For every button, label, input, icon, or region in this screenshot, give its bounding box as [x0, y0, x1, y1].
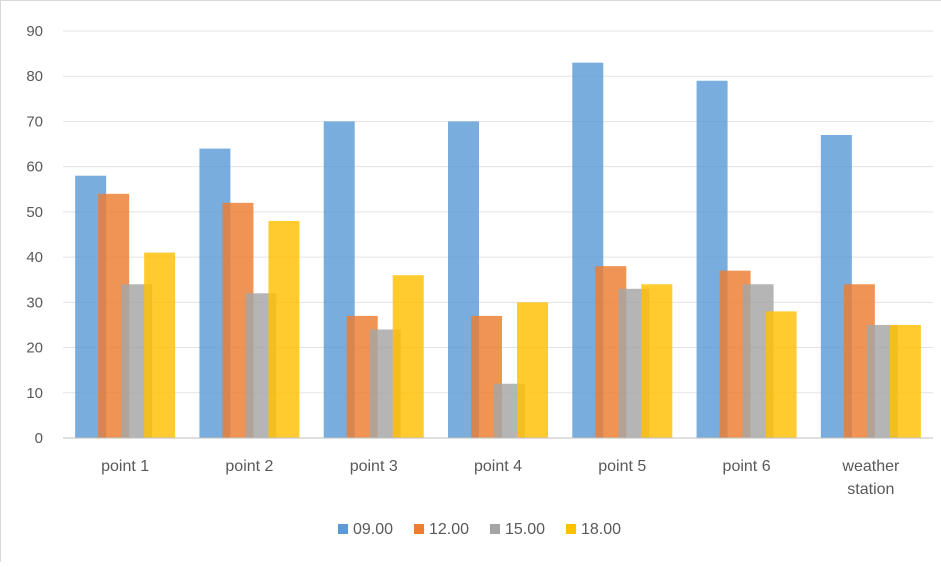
bar-18-00-point-3 [392, 275, 424, 438]
x-category-label: point 4 [474, 458, 522, 475]
y-tick-label: 90 [26, 23, 43, 40]
bar-18-00-point-1 [144, 252, 176, 438]
bar-18-00-weather-station [889, 324, 921, 438]
y-tick-label: 0 [35, 430, 43, 447]
bars [75, 62, 921, 439]
bar-18-00-point-6 [765, 311, 797, 438]
legend-label: 18.00 [581, 521, 621, 538]
y-tick-label: 70 [26, 113, 43, 130]
legend-swatch [338, 524, 348, 534]
y-tick-label: 60 [26, 159, 43, 176]
y-tick-label: 10 [26, 385, 43, 402]
legend-label: 09.00 [353, 521, 393, 538]
legend-swatch [414, 524, 424, 534]
x-category-label: point 1 [101, 458, 149, 475]
bar-18-00-point-2 [268, 220, 300, 438]
x-category-label: point 2 [225, 458, 273, 475]
legend-label: 15.00 [505, 521, 545, 538]
legend-label: 12.00 [429, 521, 469, 538]
y-tick-label: 80 [26, 68, 43, 85]
y-tick-label: 20 [26, 340, 43, 357]
bar-18-00-point-4 [517, 302, 548, 438]
x-category-label: point 6 [723, 458, 771, 475]
x-axis-categories: point 1 point 2 point 3 point 4 point 5 point… [101, 458, 900, 498]
x-category-label: weather station [841, 458, 900, 498]
y-tick-label: 30 [26, 294, 43, 311]
x-category-label: point 3 [350, 458, 398, 475]
legend-swatch [490, 524, 500, 534]
legend: 09.00 12.00 15.00 18.00 [338, 521, 621, 538]
y-tick-label: 50 [26, 204, 43, 221]
x-category-label: point 5 [598, 458, 646, 475]
bar-18-00-point-5 [641, 284, 673, 438]
y-axis-ticks: 0 10 20 30 40 50 60 70 80 90 [26, 23, 43, 447]
legend-swatch [566, 524, 576, 534]
y-tick-label: 40 [26, 249, 43, 266]
